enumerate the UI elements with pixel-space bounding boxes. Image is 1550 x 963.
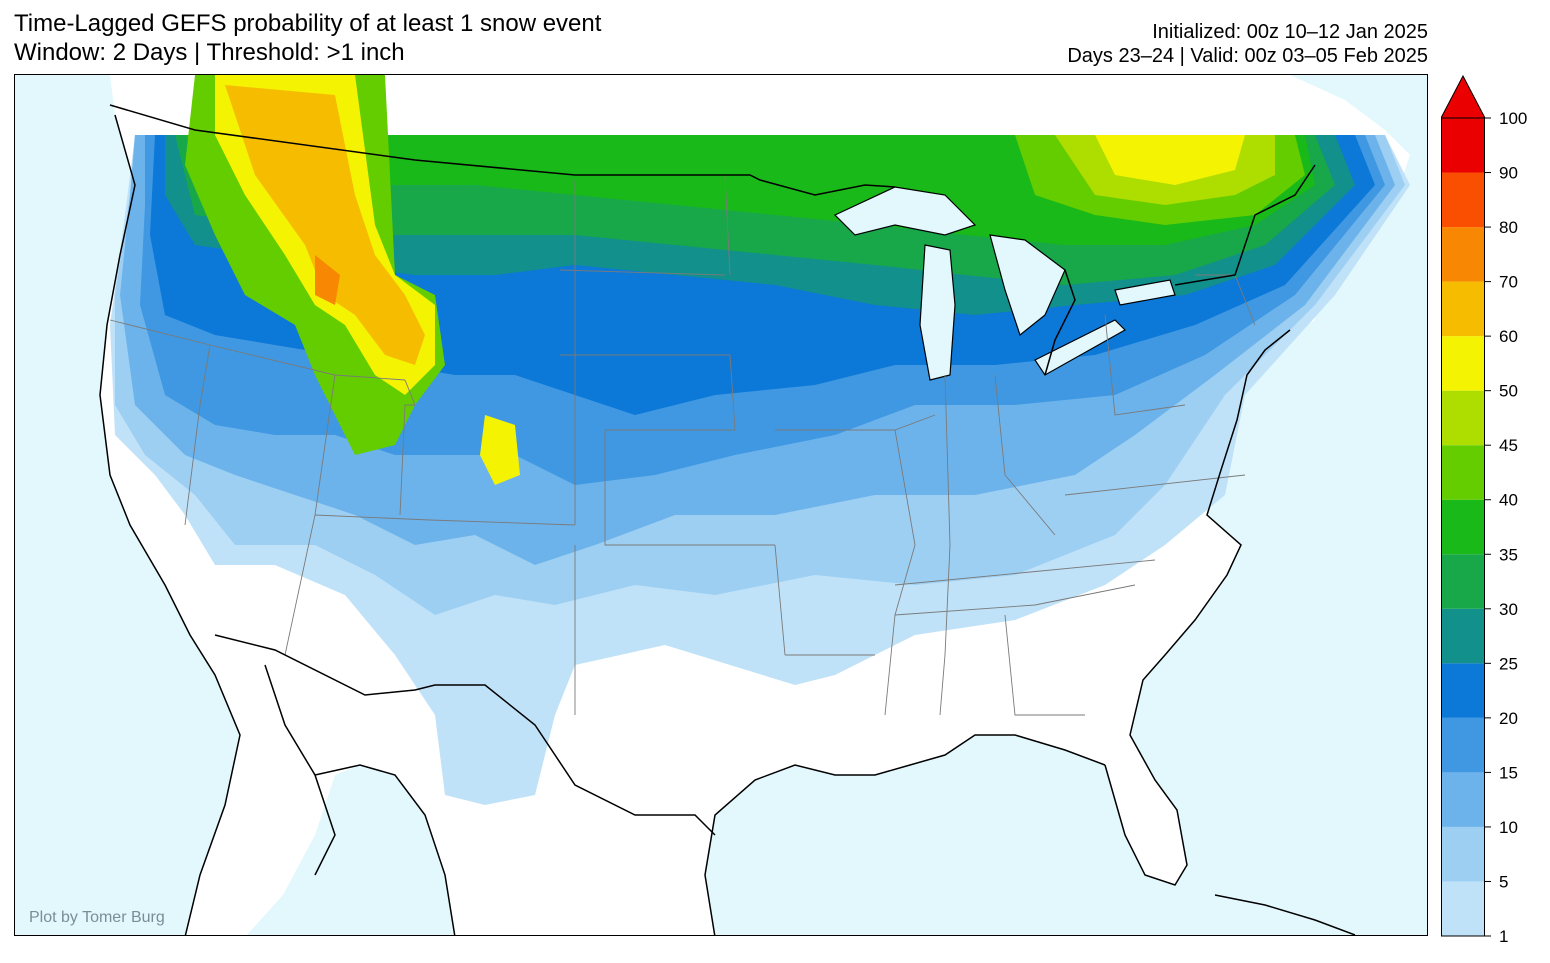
colorbar-label: 100 (1499, 109, 1527, 128)
colorbar-label: 80 (1499, 218, 1518, 237)
colorbar-outline (1441, 117, 1485, 937)
colorbar-segment (1441, 717, 1485, 773)
national-boundaries (99, 104, 1356, 935)
colorbar-segment (1441, 826, 1485, 882)
colorbar-segment (1441, 281, 1485, 337)
plot-credit: Plot by Tomer Burg (29, 909, 165, 926)
us-canada-border (109, 104, 896, 196)
lake-erie (1034, 319, 1126, 376)
colorbar-segment (1441, 390, 1485, 446)
colorbar-extend-arrow (1441, 74, 1486, 119)
colorbar-segment (1441, 118, 1485, 173)
colorbar-segment (1441, 499, 1485, 555)
us-mexico-border (214, 634, 716, 836)
colorbar-label: 5 (1499, 872, 1508, 891)
colorbar-label: 20 (1499, 709, 1518, 728)
colorbar-segment (1441, 172, 1485, 228)
map-panel: Plot by Tomer Burg (14, 74, 1428, 936)
probability-map (15, 75, 1427, 935)
colorbar-segment (1441, 227, 1485, 282)
colorbar-segment (1441, 445, 1485, 500)
lake-michigan (919, 244, 956, 381)
colorbar-label: 25 (1499, 654, 1518, 673)
colorbar-segment (1441, 554, 1485, 609)
colorbar-label: 45 (1499, 436, 1518, 455)
great-lakes (833, 186, 1176, 381)
colorbar-segment (1441, 772, 1485, 827)
colorbar-label: 30 (1499, 600, 1518, 619)
colorbar-label: 10 (1499, 818, 1518, 837)
lake-huron (989, 234, 1066, 337)
colorbar-label: 35 (1499, 545, 1518, 564)
prob-50-colorado (480, 415, 520, 485)
colorbar-segments (1441, 118, 1485, 936)
mexico-west-coastline (314, 764, 456, 935)
atlantic-coastline (1104, 329, 1291, 886)
colorbar-label: 50 (1499, 382, 1518, 401)
colorbar-segment (1441, 608, 1485, 664)
colorbar-label: 70 (1499, 273, 1518, 292)
colorbar-label: 1 (1499, 927, 1508, 946)
map-title-line-1: Time-Lagged GEFS probability of at least… (14, 10, 602, 37)
lake-ontario (1114, 279, 1176, 306)
pacific-coastline (99, 114, 241, 935)
prob-60-rockies (225, 85, 425, 365)
initialized-label: Initialized: 00z 10–12 Jan 2025 (1152, 21, 1428, 43)
us-canada-border-east (1044, 164, 1316, 376)
lake-superior (833, 186, 977, 236)
colorbar-label: 90 (1499, 164, 1518, 183)
state-lines (109, 174, 1256, 716)
prob-50-60 (1095, 135, 1245, 185)
prob-70-rockies (315, 255, 340, 305)
cuba-coastline (1214, 894, 1356, 935)
valid-label: Days 23–24 | Valid: 00z 03–05 Feb 2025 (1067, 45, 1428, 67)
colorbar-label: 40 (1499, 491, 1518, 510)
colorbar-label: 15 (1499, 763, 1518, 782)
map-title-line-2: Window: 2 Days | Threshold: >1 inch (14, 39, 405, 66)
colorbar-label: 60 (1499, 327, 1518, 346)
colorbar-segment (1441, 663, 1485, 718)
gulf-coastline (704, 734, 1106, 935)
colorbar-segment (1441, 336, 1485, 391)
colorbar-segment (1441, 881, 1485, 936)
